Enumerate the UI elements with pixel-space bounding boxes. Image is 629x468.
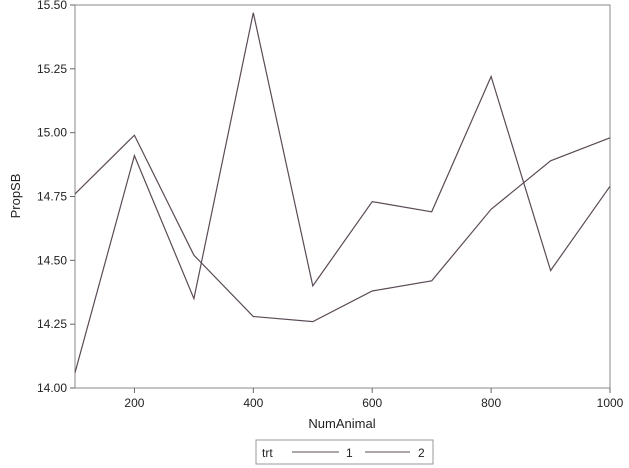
x-tick-label: 400 bbox=[243, 396, 263, 410]
x-tick-label: 800 bbox=[481, 396, 501, 410]
legend: trt 1 2 bbox=[255, 439, 434, 465]
y-tick-label: 14.00 bbox=[37, 381, 67, 395]
y-tick-label: 14.75 bbox=[37, 190, 67, 204]
y-tick-label: 15.00 bbox=[37, 126, 67, 140]
y-tick-label: 14.50 bbox=[37, 253, 67, 267]
series-line-2 bbox=[74, 12, 611, 373]
x-tick-label: 200 bbox=[124, 396, 144, 410]
y-tick-label: 15.25 bbox=[37, 62, 67, 76]
legend-title: trt bbox=[262, 446, 273, 460]
x-axis-title: NumAnimal bbox=[308, 416, 375, 431]
legend-label-series-1: 1 bbox=[346, 446, 353, 460]
series-line-1 bbox=[74, 134, 611, 323]
x-tick-label: 600 bbox=[362, 396, 382, 410]
y-tick-label: 14.25 bbox=[37, 317, 67, 331]
series-lines bbox=[74, 12, 611, 373]
axis-ticks: 14.00 14.25 14.50 14.75 15.00 15.25 15.50 200 40… bbox=[37, 0, 624, 410]
legend-label-series-2: 2 bbox=[418, 446, 425, 460]
x-tick-label: 1000 bbox=[597, 396, 624, 410]
y-axis-title: PropSB bbox=[8, 174, 23, 219]
y-tick-label: 15.50 bbox=[37, 0, 67, 12]
